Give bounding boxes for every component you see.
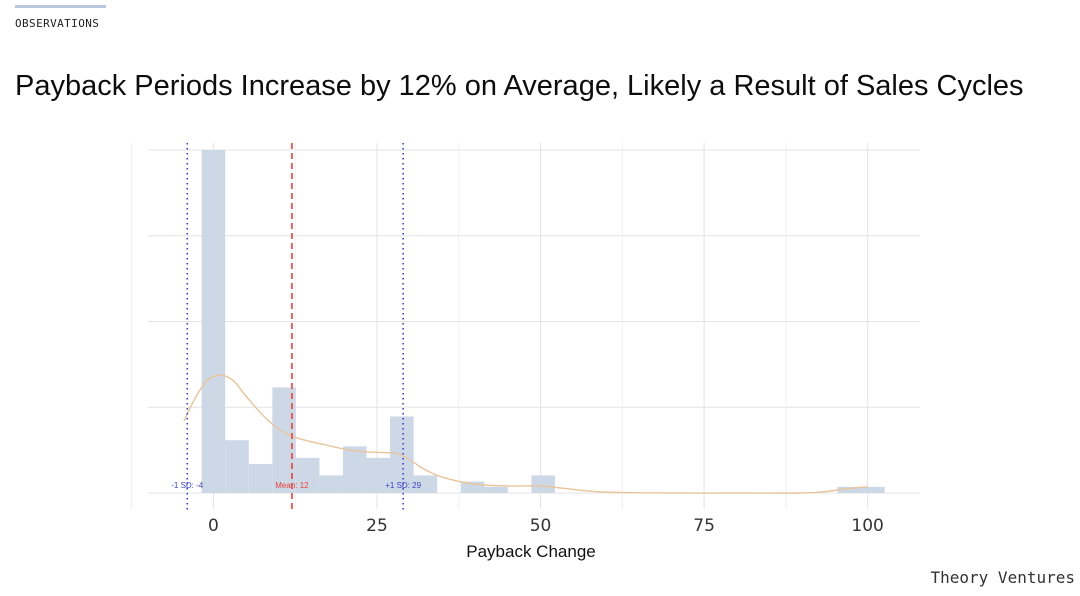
x-tick-label: 25 (366, 516, 388, 536)
x-tick-label: 100 (851, 516, 883, 536)
histogram-bar (460, 481, 485, 493)
histogram-bar (248, 463, 273, 493)
x-tick-label: 0 (208, 516, 219, 536)
histogram-bar (366, 457, 391, 493)
reference-line-layer: -1 SD: -4 Mean: 12 +1 SD: 29 (171, 143, 422, 511)
histogram-bar (295, 457, 320, 493)
histogram-bar (319, 475, 343, 493)
bar-layer (201, 150, 885, 493)
footer-brand: Theory Ventures (930, 568, 1076, 587)
histogram-bar (531, 475, 555, 493)
reference-line-label: -1 SD: -4 (171, 481, 204, 490)
density-curve (183, 374, 868, 494)
x-tick-label: 50 (530, 516, 552, 536)
histogram-bar (272, 387, 296, 493)
histogram-bar (342, 446, 367, 493)
x-tick-layer: 0 25 50 75 100 (208, 516, 884, 536)
histogram-bar (201, 150, 226, 493)
histogram-bar (413, 475, 438, 493)
reference-line-label: +1 SD: 29 (385, 481, 421, 490)
top-accent-rule (15, 5, 106, 8)
reference-line-label: Mean: 12 (275, 481, 309, 490)
x-axis-title: Payback Change (466, 542, 595, 561)
density-layer (183, 374, 868, 494)
histogram-bar (837, 486, 885, 493)
section-label: OBSERVATIONS (15, 17, 100, 30)
grid-layer (131, 143, 920, 509)
x-tick-label: 75 (693, 516, 715, 536)
histogram-bar (225, 440, 249, 493)
histogram-bar (484, 486, 508, 493)
page-title: Payback Periods Increase by 12% on Avera… (15, 70, 1024, 102)
